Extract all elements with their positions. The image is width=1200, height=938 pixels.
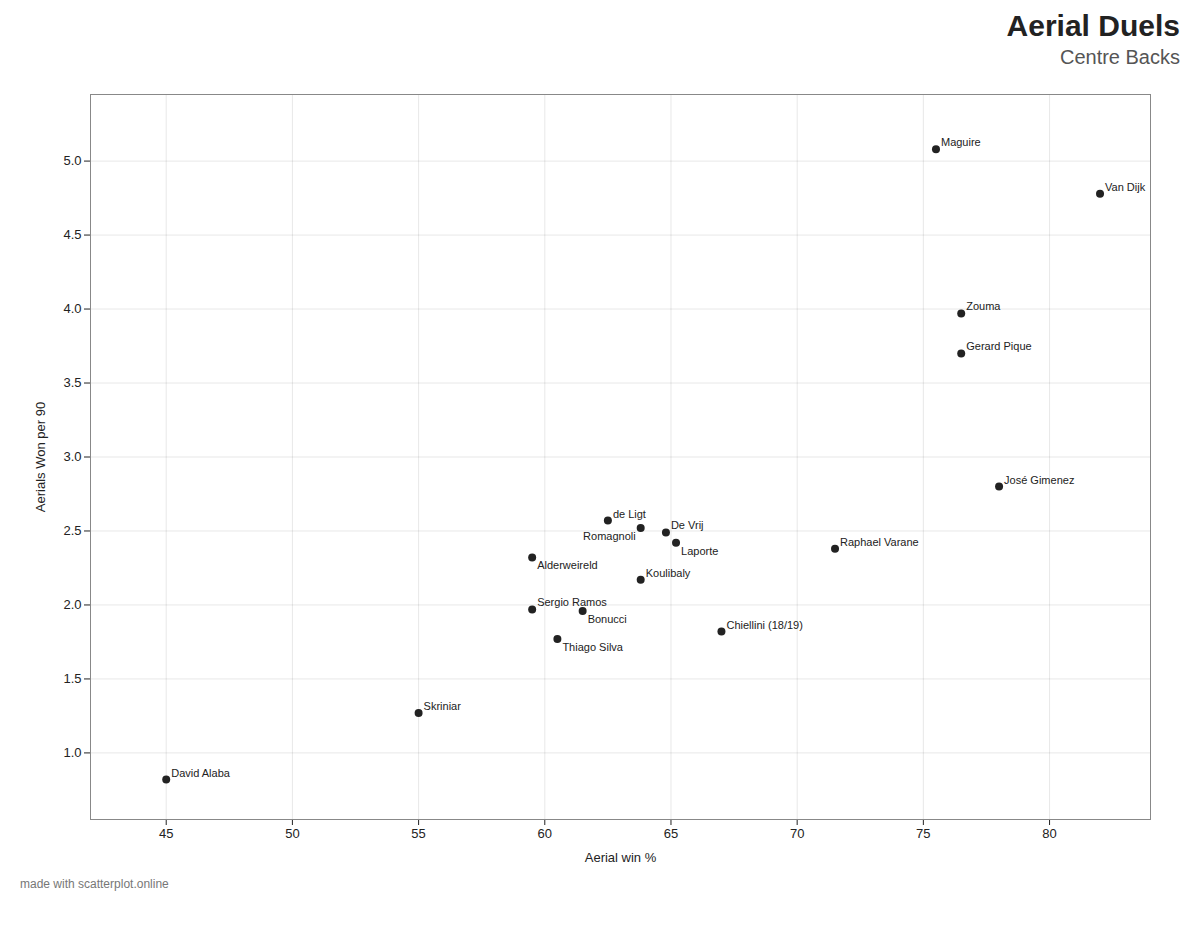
svg-text:45: 45 bbox=[159, 826, 173, 841]
svg-text:Maguire: Maguire bbox=[941, 136, 981, 148]
svg-text:4.5: 4.5 bbox=[63, 227, 81, 242]
html-text:made with scatterplot.online: made with scatterplot.online bbox=[20, 877, 169, 891]
svg-text:José Gimenez: José Gimenez bbox=[1004, 474, 1074, 486]
svg-text:de Ligt: de Ligt bbox=[613, 508, 646, 520]
svg-text:Raphael Varane: Raphael Varane bbox=[840, 536, 919, 548]
svg-text:Thiago Silva: Thiago Silva bbox=[562, 641, 623, 653]
svg-text:5.0: 5.0 bbox=[63, 153, 81, 168]
svg-text:4.0: 4.0 bbox=[63, 301, 81, 316]
svg-text:Zouma: Zouma bbox=[966, 300, 1001, 312]
svg-text:Bonucci: Bonucci bbox=[588, 613, 627, 625]
svg-text:Gerard Pique: Gerard Pique bbox=[966, 340, 1031, 352]
svg-text:Alderweireld: Alderweireld bbox=[537, 559, 598, 571]
svg-text:David Alaba: David Alaba bbox=[171, 767, 231, 779]
html-text:Aerial Duels: Aerial Duels bbox=[1006, 9, 1180, 42]
svg-text:Skriniar: Skriniar bbox=[424, 700, 462, 712]
svg-text:Laporte: Laporte bbox=[681, 545, 718, 557]
svg-text:1.0: 1.0 bbox=[63, 745, 81, 760]
svg-text:2.0: 2.0 bbox=[63, 597, 81, 612]
svg-text:Romagnoli: Romagnoli bbox=[583, 530, 636, 542]
svg-text:Sergio Ramos: Sergio Ramos bbox=[537, 596, 607, 608]
svg-text:Aerials Won per 90: Aerials Won per 90 bbox=[33, 402, 48, 512]
svg-text:Koulibaly: Koulibaly bbox=[646, 567, 691, 579]
svg-text:De Vrij: De Vrij bbox=[671, 519, 704, 531]
svg-text:60: 60 bbox=[538, 826, 552, 841]
svg-text:50: 50 bbox=[285, 826, 299, 841]
svg-text:Van Dijk: Van Dijk bbox=[1105, 181, 1146, 193]
svg-text:70: 70 bbox=[790, 826, 804, 841]
svg-text:Chiellini (18/19): Chiellini (18/19) bbox=[726, 619, 802, 631]
svg-text:3.0: 3.0 bbox=[63, 449, 81, 464]
svg-text:65: 65 bbox=[664, 826, 678, 841]
svg-text:2.5: 2.5 bbox=[63, 523, 81, 538]
svg-text:80: 80 bbox=[1042, 826, 1056, 841]
html-text:Centre Backs: Centre Backs bbox=[1059, 46, 1180, 68]
svg-text:75: 75 bbox=[916, 826, 930, 841]
svg-text:1.5: 1.5 bbox=[63, 671, 81, 686]
svg-text:3.5: 3.5 bbox=[63, 375, 81, 390]
svg-text:55: 55 bbox=[411, 826, 425, 841]
svg-text:Aerial win %: Aerial win % bbox=[585, 850, 657, 865]
